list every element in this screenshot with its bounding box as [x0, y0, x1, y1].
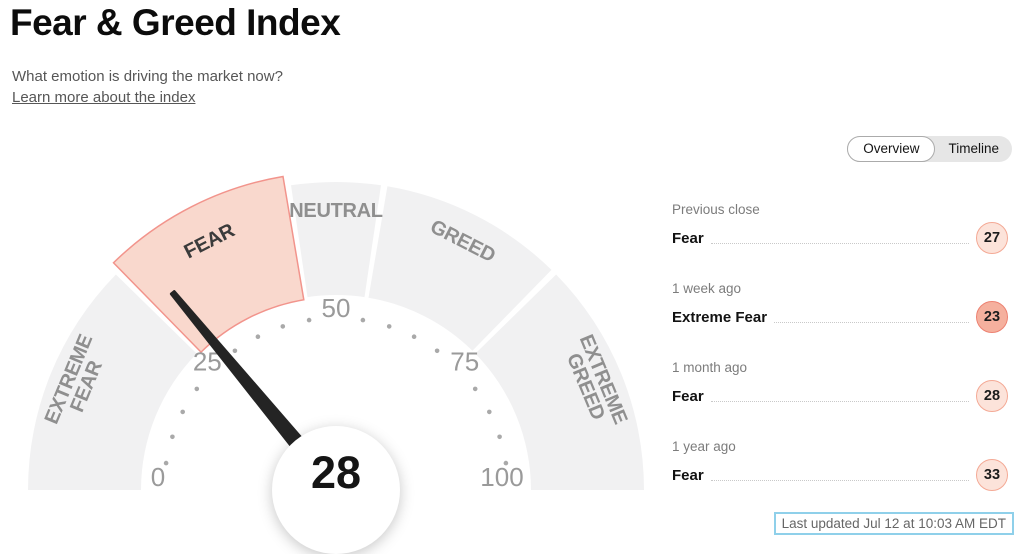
learn-more-link[interactable]: Learn more about the index: [12, 89, 196, 106]
dotted-leader: [710, 242, 969, 244]
history-period: Previous close: [672, 202, 760, 217]
history-row-previous-close: Previous close Fear 27: [672, 202, 1008, 254]
gauge-axis-label: 0: [151, 462, 165, 492]
history-rating: Extreme Fear: [672, 308, 768, 326]
gauge-value: 28: [311, 447, 361, 498]
gauge-tick-dot: [255, 334, 261, 339]
history-period: 1 year ago: [672, 439, 736, 454]
gauge-tick-dot: [386, 324, 392, 329]
history-value-badge: 23: [976, 301, 1008, 333]
gauge-tick-dot: [163, 460, 169, 466]
history-period: 1 month ago: [672, 360, 748, 375]
fear-greed-gauge: EXTREMEFEARFEARNEUTRALGREEDEXTREMEGREED0…: [27, 175, 644, 554]
gauge-segment-neutral: [291, 181, 381, 298]
history-value-badge: 27: [976, 222, 1008, 254]
tab-overview[interactable]: Overview: [847, 136, 936, 162]
gauge-axis-label: 50: [322, 293, 351, 323]
history-rating: Fear: [672, 229, 704, 247]
gauge-tick-dot: [232, 348, 238, 354]
history-row-1-week: 1 week ago Extreme Fear 23: [672, 281, 1008, 333]
history-value-badge: 33: [976, 459, 1008, 491]
dotted-leader: [774, 321, 969, 323]
gauge-axis-label: 100: [480, 462, 523, 492]
gauge-tick-dot: [306, 317, 312, 323]
page-subtitle: What emotion is driving the market now?: [12, 68, 283, 85]
gauge-segment-extreme-greed: [475, 274, 644, 490]
gauge-segment-fear: [112, 175, 305, 354]
gauge-axis-label: 75: [450, 346, 479, 376]
history-rating: Fear: [672, 387, 704, 405]
history-rating: Fear: [672, 466, 704, 484]
page-title: Fear & Greed Index: [10, 2, 341, 43]
tab-timeline[interactable]: Timeline: [948, 141, 999, 156]
view-toggle: Overview Timeline: [847, 136, 1012, 162]
gauge-center-circle: [272, 426, 400, 554]
history-value-badge: 28: [976, 380, 1008, 412]
dotted-leader: [710, 479, 969, 481]
gauge-segment-extreme-fear: [27, 274, 197, 490]
gauge-tick-dot: [194, 386, 200, 392]
gauge-tick-dot: [487, 409, 492, 415]
gauge-tick-dot: [280, 324, 286, 329]
gauge-tick-dot: [360, 317, 366, 323]
gauge-tick-dot: [472, 386, 478, 392]
gauge-tick-dot: [434, 348, 440, 354]
dotted-leader: [710, 400, 969, 402]
history-row-1-month: 1 month ago Fear 28: [672, 360, 1008, 412]
last-updated-note[interactable]: Last updated Jul 12 at 10:03 AM EDT: [773, 512, 1014, 535]
gauge-tick-dot: [497, 434, 502, 440]
gauge-tick-dot: [180, 409, 185, 415]
gauge-segment-label: NEUTRAL: [289, 200, 383, 222]
history-row-1-year: 1 year ago Fear 33: [672, 439, 1008, 491]
gauge-segment-greed: [368, 186, 552, 351]
gauge-tick-dot: [411, 334, 417, 339]
gauge-tick-dot: [503, 460, 509, 466]
history-period: 1 week ago: [672, 281, 742, 296]
gauge-tick-dot: [170, 434, 175, 440]
